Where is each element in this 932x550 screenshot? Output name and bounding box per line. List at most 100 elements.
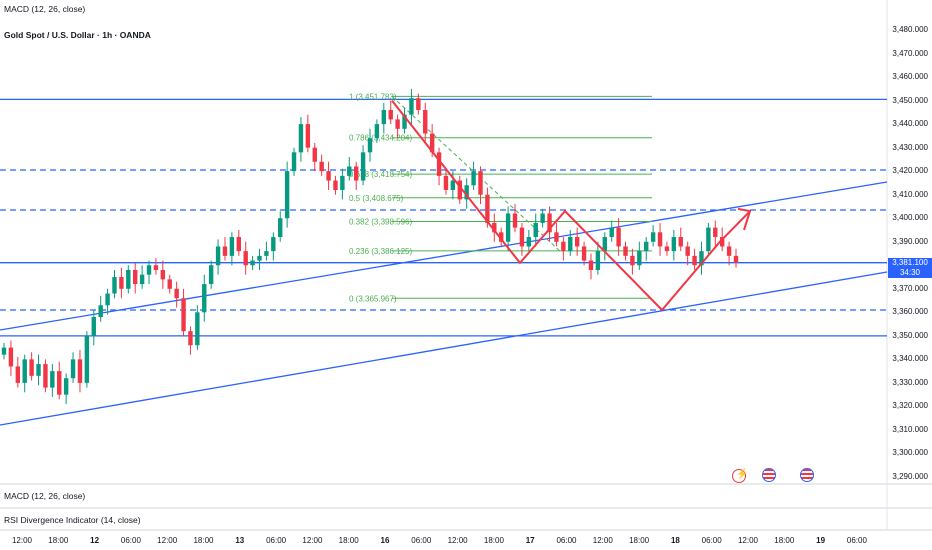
candle-body [360,152,366,181]
candle-body [215,246,221,266]
fib-trend-line [391,96,561,252]
candle-body [326,171,331,181]
candle-body [236,237,241,252]
candle-body [554,232,559,242]
candle-body [512,213,518,228]
us-flag-event-icon[interactable] [800,468,814,482]
candle-body [291,152,297,172]
lightning-event-icon[interactable]: ⚡ [732,469,748,483]
time-axis-label: 06:00 [556,536,577,545]
candle-body [457,180,462,200]
candle-body [471,171,476,186]
candle-body [1,347,7,355]
candle-body [409,98,414,115]
time-axis-label: 13 [235,536,245,545]
time-axis-label: 18:00 [338,536,359,545]
time-axis-label: 17 [525,536,535,545]
candle-body [222,246,228,256]
price-axis-label: 3,450.000 [892,95,928,105]
price-axis-label: 3,480.000 [892,25,928,34]
candle-body [188,331,193,346]
last-price-tag: 3,381.100 [888,258,932,268]
candle-body [443,175,449,190]
candle-body [202,284,207,313]
candle-body [229,237,235,256]
candle-body [139,274,145,285]
price-axis-label: 3,400.000 [892,213,928,223]
candle-body [195,312,200,346]
price-axis-label: 3,440.000 [892,119,928,129]
candle-body [505,213,511,242]
candle-body [50,371,55,388]
price-axis-label: 3,350.000 [892,330,928,340]
candle-body [657,232,663,247]
candle-body [36,364,41,376]
time-axis-label: 18:00 [774,536,795,545]
candle-body [70,359,76,379]
candle-body [685,246,690,256]
fib-level-label: 0.618 (3,418.754) [349,170,412,179]
candle-body [167,279,172,289]
price-axis-label: 3,300.000 [892,448,928,458]
candle-body [644,241,649,252]
candle-body [671,237,677,252]
price-axis-label: 3,430.000 [892,142,928,152]
time-axis-label: 06:00 [846,536,867,545]
us-flag-event-icon[interactable] [762,468,776,482]
candle-body [153,265,159,270]
candle-body [726,246,732,256]
candle-body [133,269,138,285]
price-axis-label: 3,420.000 [892,166,928,176]
macd-indicator-title[interactable]: MACD (12, 26, close) [4,4,86,14]
fib-level-label: 0 (3,365.967) [349,294,397,303]
candle-body [429,133,435,153]
candle-body [160,269,166,280]
projection-path [391,99,751,312]
candle-body [692,255,697,266]
candle-body [547,213,552,233]
candle-body [526,237,532,247]
candle-body [312,147,317,162]
time-axis-label: 12 [90,536,100,545]
candle-body [284,171,290,219]
candle-body [478,171,483,195]
candle-body [126,269,131,289]
candle-body [57,371,62,395]
candle-body [77,359,83,383]
channel-upper-line [0,181,888,331]
candle-body [250,260,255,266]
candle-body [98,305,103,318]
candle-body [519,227,525,247]
price-axis-label: 3,310.000 [892,424,928,434]
macd-pane-title[interactable]: MACD (12, 26, close) [4,491,86,501]
fib-level-label: 0.786 (3,434.204) [349,134,412,143]
price-axis-label: 3,470.000 [892,48,928,58]
time-axis-label: 12:00 [447,536,468,545]
candle-body [84,335,90,383]
time-axis-label: 06:00 [266,536,287,545]
channel-lower-line [0,271,888,426]
symbol-title: Gold Spot / U.S. Dollar · 1h · OANDA [4,30,151,40]
candle-body [588,260,594,270]
candle-body [271,237,276,252]
rsi-pane-title[interactable]: RSI Divergence Indicator (14, close) [4,515,141,525]
time-axis-label: 06:00 [701,536,722,545]
fib-level-label: 0.236 (3,386.125) [349,247,412,256]
candle-body [602,237,607,252]
candle-body [388,109,393,120]
candle-body [623,246,628,256]
time-axis-label: 18:00 [629,536,650,545]
candle-body [105,293,110,306]
candle-body [733,255,739,263]
price-axis-label: 3,390.000 [892,236,928,246]
candle-body [533,222,538,238]
time-axis-label: 12:00 [11,536,33,545]
candle-body [706,227,711,252]
candle-body [333,180,338,190]
fib-level-label: 0.382 (3,398.596) [349,218,412,227]
candle-body [595,251,601,270]
candle-body [208,265,214,285]
candle-body [381,109,387,125]
candle-body [616,227,621,247]
